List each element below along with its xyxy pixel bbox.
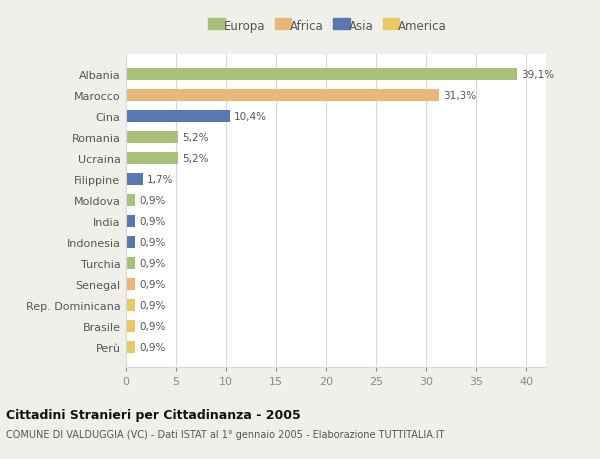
Bar — [126, 111, 230, 123]
Bar — [126, 258, 135, 269]
Bar — [126, 174, 143, 185]
Bar — [126, 237, 135, 248]
Legend: Europa, Africa, Asia, America: Europa, Africa, Asia, America — [206, 17, 449, 35]
Bar — [126, 216, 135, 227]
Text: 5,2%: 5,2% — [182, 154, 209, 164]
Text: 0,9%: 0,9% — [139, 342, 166, 352]
Text: 39,1%: 39,1% — [521, 70, 554, 80]
Bar — [126, 69, 517, 81]
Text: 0,9%: 0,9% — [139, 196, 166, 206]
Text: 0,9%: 0,9% — [139, 217, 166, 227]
Text: 10,4%: 10,4% — [234, 112, 267, 122]
Text: 0,9%: 0,9% — [139, 280, 166, 290]
Bar — [126, 279, 135, 290]
Text: 0,9%: 0,9% — [139, 238, 166, 247]
Text: Cittadini Stranieri per Cittadinanza - 2005: Cittadini Stranieri per Cittadinanza - 2… — [6, 408, 301, 421]
Text: 31,3%: 31,3% — [443, 91, 476, 101]
Bar — [126, 132, 178, 144]
Bar — [126, 90, 439, 102]
Bar — [126, 195, 135, 207]
Text: COMUNE DI VALDUGGIA (VC) - Dati ISTAT al 1° gennaio 2005 - Elaborazione TUTTITAL: COMUNE DI VALDUGGIA (VC) - Dati ISTAT al… — [6, 429, 445, 439]
Bar — [126, 153, 178, 164]
Text: 0,9%: 0,9% — [139, 258, 166, 269]
Text: 5,2%: 5,2% — [182, 133, 209, 143]
Bar — [126, 300, 135, 311]
Text: 0,9%: 0,9% — [139, 300, 166, 310]
Bar — [126, 341, 135, 353]
Text: 1,7%: 1,7% — [147, 175, 173, 185]
Bar — [126, 320, 135, 332]
Text: 0,9%: 0,9% — [139, 321, 166, 331]
